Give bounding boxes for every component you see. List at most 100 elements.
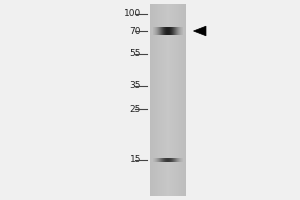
Bar — [175, 4, 176, 196]
Bar — [176, 158, 177, 162]
Bar — [182, 158, 183, 162]
Bar — [165, 27, 166, 35]
Bar — [180, 158, 181, 162]
Bar — [172, 158, 173, 162]
Bar — [154, 27, 155, 35]
Bar — [155, 27, 156, 35]
Bar — [162, 158, 163, 162]
Bar — [173, 158, 174, 162]
Bar — [167, 158, 168, 162]
Bar — [166, 4, 167, 196]
Text: 55: 55 — [130, 49, 141, 58]
Bar — [169, 4, 170, 196]
Bar — [175, 27, 176, 35]
Bar — [184, 4, 185, 196]
Bar — [180, 4, 181, 196]
Bar — [155, 4, 156, 196]
Bar — [182, 4, 183, 196]
Bar — [181, 4, 182, 196]
Bar — [178, 4, 179, 196]
Bar — [163, 4, 164, 196]
Bar — [167, 27, 168, 35]
Bar — [153, 27, 154, 35]
Text: 25: 25 — [130, 105, 141, 114]
Bar — [179, 27, 180, 35]
Bar — [171, 158, 172, 162]
Bar — [179, 158, 180, 162]
Bar — [163, 27, 164, 35]
Bar — [164, 158, 165, 162]
Bar — [156, 158, 157, 162]
Bar — [157, 4, 158, 196]
Bar — [163, 158, 164, 162]
Bar — [156, 27, 157, 35]
Bar — [185, 4, 186, 196]
Bar — [174, 158, 175, 162]
Bar — [160, 4, 161, 196]
Bar — [178, 158, 179, 162]
Bar — [170, 158, 171, 162]
Bar — [159, 158, 160, 162]
Bar — [161, 27, 162, 35]
Bar — [181, 27, 182, 35]
Bar — [160, 27, 161, 35]
Bar — [172, 4, 173, 196]
Bar — [162, 27, 163, 35]
Polygon shape — [194, 26, 206, 36]
Text: 100: 100 — [124, 9, 141, 19]
Bar — [170, 27, 171, 35]
Bar — [159, 27, 160, 35]
Bar — [178, 27, 179, 35]
Bar — [182, 27, 183, 35]
Bar — [169, 27, 170, 35]
Bar — [151, 4, 152, 196]
Bar — [175, 158, 176, 162]
Bar — [177, 4, 178, 196]
Bar — [158, 158, 159, 162]
Bar — [183, 4, 184, 196]
Text: 70: 70 — [130, 26, 141, 36]
Bar — [167, 4, 168, 196]
Bar — [169, 158, 170, 162]
Bar — [168, 158, 169, 162]
Bar — [158, 27, 159, 35]
Bar — [157, 158, 158, 162]
Bar — [168, 27, 169, 35]
Bar — [173, 4, 174, 196]
Bar — [161, 4, 162, 196]
Bar — [172, 27, 173, 35]
Bar — [165, 4, 166, 196]
Bar — [158, 4, 159, 196]
Bar — [154, 158, 155, 162]
Bar — [174, 4, 175, 196]
Bar — [171, 4, 172, 196]
Bar — [165, 158, 166, 162]
Bar — [160, 158, 161, 162]
Bar — [157, 27, 158, 35]
Bar — [174, 27, 175, 35]
Bar — [153, 4, 154, 196]
Bar — [162, 4, 163, 196]
Bar — [161, 158, 162, 162]
Bar — [173, 27, 174, 35]
Bar — [159, 4, 160, 196]
Text: 35: 35 — [130, 82, 141, 90]
Bar — [153, 158, 154, 162]
Bar — [177, 158, 178, 162]
Bar — [168, 4, 169, 196]
Bar — [177, 27, 178, 35]
Bar — [164, 4, 165, 196]
Bar — [176, 4, 177, 196]
Bar — [156, 4, 157, 196]
Bar — [171, 27, 172, 35]
Text: 15: 15 — [130, 156, 141, 164]
Bar — [164, 27, 165, 35]
Bar — [154, 4, 155, 196]
Bar — [180, 27, 181, 35]
Bar — [150, 4, 151, 196]
Bar — [155, 158, 156, 162]
Bar — [170, 4, 171, 196]
Bar — [179, 4, 180, 196]
Bar — [152, 4, 153, 196]
Bar — [181, 158, 182, 162]
